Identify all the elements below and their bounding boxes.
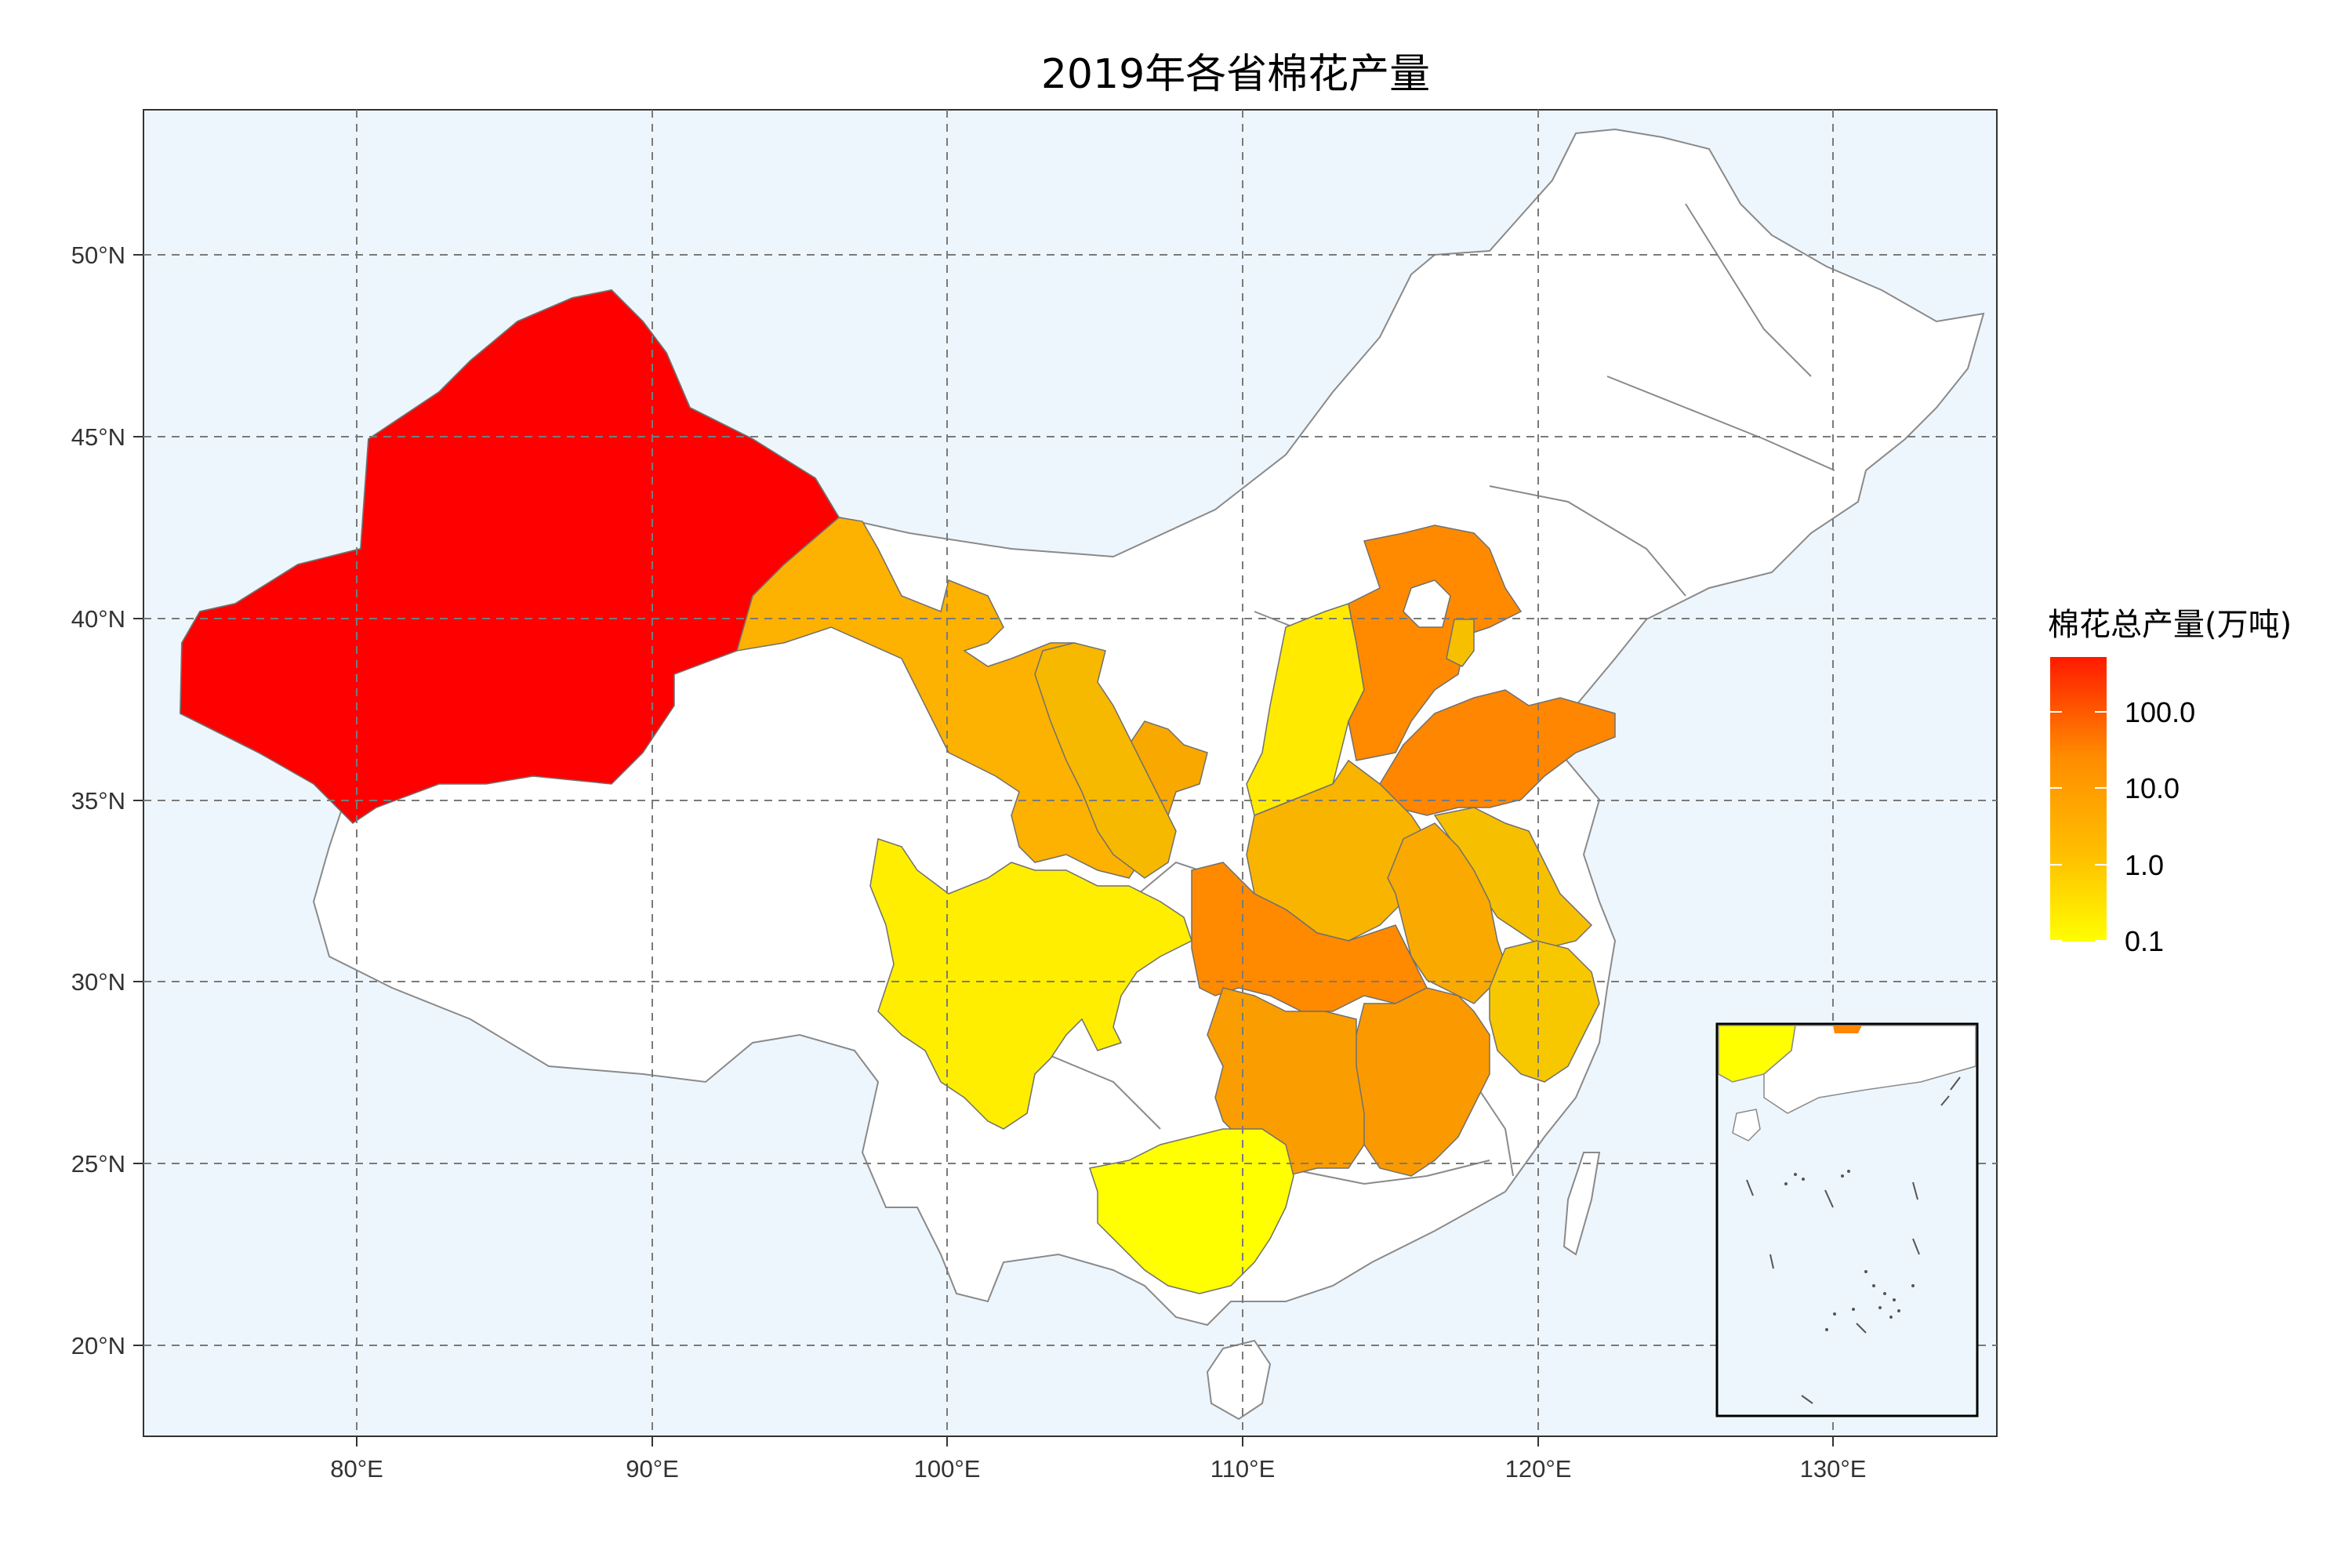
lon-tick-label: 110°E (1210, 1455, 1276, 1483)
taiwan-island (1563, 1152, 1601, 1256)
region-hubei (1191, 862, 1428, 1012)
lat-tick-label: 40°N (71, 605, 125, 633)
graticule (143, 110, 1997, 1436)
legend-label: 10.0 (2125, 772, 2180, 804)
lat-tick-label: 50°N (71, 241, 125, 269)
lon-tick-label: 100°E (914, 1455, 981, 1483)
legend-label: 1.0 (2125, 849, 2164, 881)
lon-tick-label: 120°E (1505, 1455, 1572, 1483)
region-sichuan (869, 838, 1192, 1130)
lat-tick-label: 30°N (71, 968, 125, 996)
region-zhejiang (1489, 940, 1600, 1083)
provinces-with-data (180, 289, 1616, 1294)
lon-tick-label: 90°E (626, 1455, 679, 1483)
region-shaanxi (1034, 642, 1177, 879)
legend-colorbar (2050, 657, 2107, 942)
longitude-ticks: 80°E 90°E 100°E 110°E 120°E 130°E (330, 1436, 1866, 1483)
legend-label: 0.1 (2125, 925, 2164, 957)
latitude-ticks: 50°N 45°N 40°N 35°N 30°N 25°N 20°N (71, 241, 143, 1359)
legend-label: 100.0 (2125, 696, 2195, 728)
lon-tick-label: 130°E (1800, 1455, 1867, 1483)
legend-title: 棉花总产量(万吨) (2048, 607, 2292, 643)
map-title: 2019年各省棉花产量 (1040, 51, 1431, 98)
region-beijing-hole (1403, 579, 1451, 628)
lat-tick-label: 45°N (71, 423, 125, 451)
region-shandong (1379, 689, 1616, 816)
south-china-sea-inset (1715, 1022, 1979, 1417)
region-anhui (1387, 822, 1506, 1004)
lat-tick-label: 25°N (71, 1150, 125, 1178)
legend: 棉花总产量(万吨) 100.0 10.0 1.0 0.1 (2048, 607, 2292, 957)
hainan-island (1206, 1339, 1272, 1421)
lat-tick-label: 20°N (71, 1332, 125, 1359)
region-hebei (1348, 524, 1523, 761)
lon-tick-label: 80°E (330, 1455, 383, 1483)
lat-tick-label: 35°N (71, 787, 125, 815)
